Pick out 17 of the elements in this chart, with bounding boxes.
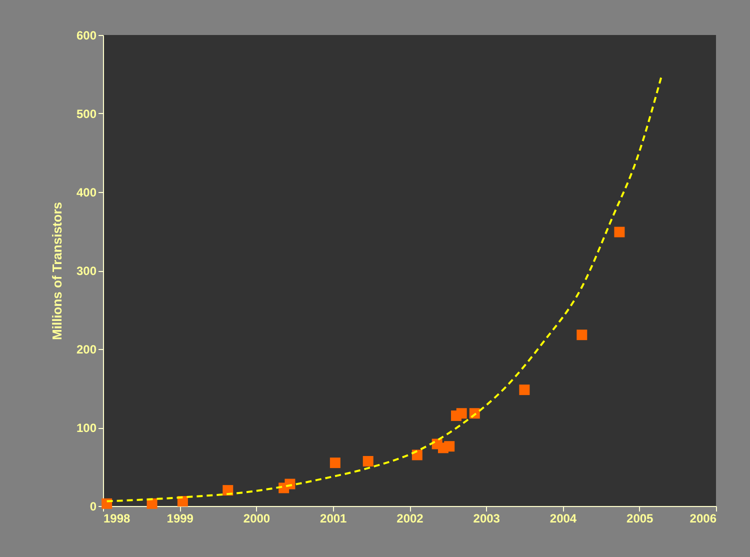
x-tick-label: 2005: [626, 512, 654, 526]
x-tick-label: 2003: [473, 512, 500, 526]
y-tick-label: 100: [76, 421, 97, 435]
x-tick-label: 2000: [243, 512, 270, 526]
x-tick-label: 1999: [166, 512, 194, 526]
x-tick-label: 1998: [104, 512, 131, 526]
y-tick-label: 400: [76, 186, 97, 200]
x-tick-label: 2002: [396, 512, 424, 526]
y-tick-label: 0: [90, 500, 97, 514]
x-tick-label: 2001: [320, 512, 348, 526]
y-tick-label: 300: [76, 264, 97, 278]
y-tick-label: 600: [76, 28, 97, 42]
x-tick-label: 2006: [690, 512, 717, 526]
x-tick-label: 2004: [550, 512, 577, 526]
y-tick-label: 500: [76, 107, 97, 121]
y-tick-label: 200: [76, 342, 97, 356]
y-axis-title: Millions of Transistors: [49, 202, 64, 340]
